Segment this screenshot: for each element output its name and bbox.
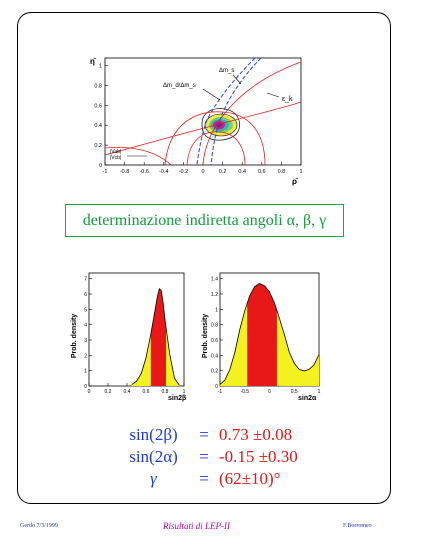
y-tick-label: 2 [84,353,87,359]
x-tick-label: 0 [201,169,204,175]
x-tick-label: -0.4 [159,169,168,175]
x-tick-label: 0 [88,389,91,395]
ckm-plot: -1 -0.8 -0.6 -0.4 -0.2 0 0.2 0.4 0.6 0.8 1 0 0.2 0.4 0… [90,57,303,186]
y-tick-label: 3 [84,338,87,344]
x-tick-label: 0.2 [105,389,112,395]
banner-text: determinazione indiretta angoli α, β, γ [82,211,327,229]
x-tick-label: 0.4 [238,169,246,175]
y-tick-label: 0 [215,384,218,390]
epsk-curve-upper [202,61,302,166]
y-tick-label: 1.2 [211,292,218,298]
y-tick-label: 4 [84,323,87,329]
y-tick-label: 7 [84,277,87,283]
hist-sin2beta: 0 0.2 0.4 0.6 0.8 1 0 1 2 3 4 5 6 7 Prob. density sin… [71,272,187,402]
x-tick-label: -1 [218,389,223,395]
label-vcb: |Vcb| [110,155,121,161]
x-tick-label: -0.2 [179,169,188,175]
x-tick-label: -0.5 [240,389,249,395]
y-tick-label: 0.8 [94,83,102,89]
banner: determinazione indiretta angoli α, β, γ [65,204,344,237]
hist-right-core [247,283,277,386]
y-tick-label: 1 [84,369,87,375]
vub-inner-circle [186,131,246,166]
y-tick-label: 1 [99,63,102,69]
x-tick-label: 0.8 [162,389,169,395]
hist-right-ylabel: Prob. density [202,314,209,358]
hist-left-ylabel: Prob. density [71,314,78,358]
x-tick-label: 0.6 [143,389,150,395]
x-tick-label: -0.6 [139,169,148,175]
hist-sin2alpha: -1 -0.5 0 0.5 1 0 0.2 0.4 0.6 0.8 1 1.2 1.4 Prob. de… [202,272,321,402]
y-tick-label: 0.6 [94,103,102,109]
arrow-dmd-dms [202,88,221,101]
result-value: 0.73 ±0.08 [219,425,293,444]
dmd-curve [104,146,172,166]
result-row: sin(2α) = -0.15 ±0.30 [118,446,298,468]
hist-left-curve [131,287,180,386]
x-tick-label: -1 [103,169,108,175]
y-tick-label: 0.2 [94,143,102,149]
y-tick-label: 0.4 [94,123,102,129]
dms-curve [210,57,262,166]
result-value: -0.15 ±0.30 [219,447,298,466]
label-dmd-dms: Δm_d/Δm_s [163,83,196,89]
arrow-dms [232,74,242,85]
footer-date: Gerdo 7/3/1999 [20,523,58,529]
x-tick-label: 1 [183,389,186,395]
x-tick-label: 1 [299,169,302,175]
y-axis-label: η̄ [90,57,97,66]
hist-right-xlabel: sin2α [298,395,317,402]
x-tick-label: 0 [268,389,271,395]
result-label: γ [150,469,157,488]
x-tick-label: 0.6 [258,169,266,175]
result-row: γ = (62±10)° [118,468,298,490]
result-equals: = [199,425,209,444]
result-row: sin(2β) = 0.73 ±0.08 [118,424,298,446]
epsk-curve-lower [104,101,302,156]
dmd-dms-curve [196,57,256,166]
y-tick-label: 5 [84,307,87,313]
hist-left-xlabel: sin2β [168,395,187,402]
x-tick-label: 0.2 [219,169,227,175]
x-tick-label: 1 [318,389,321,395]
y-tick-label: 6 [84,292,87,298]
label-epsk: ε_k [282,96,293,103]
y-tick-label: 0.4 [211,353,218,359]
y-tick-label: 1.4 [211,277,218,283]
x-tick-label: 0.4 [124,389,131,395]
footer-author: F.Borromeo [343,523,372,529]
label-dms: Δm_s [219,68,234,74]
hist-right-curve [219,283,320,385]
y-tick-label: 1 [215,307,218,313]
x-axis-label: ρ̄ [292,177,299,186]
result-label: sin(2β) [129,425,178,444]
y-tick-label: 0.2 [211,369,218,375]
y-tick-label: 0 [99,163,102,169]
results-block: sin(2β) = 0.73 ±0.08 sin(2α) = -0.15 ±0.… [118,424,298,490]
x-tick-label: 0.5 [291,389,298,395]
y-tick-label: 0.8 [211,323,218,329]
y-tick-label: 0 [84,384,87,390]
x-tick-label: 0.8 [278,169,286,175]
contour-outer [201,108,240,141]
footer-title: Risultati di LEP-II [163,521,230,531]
y-tick-label: 0.6 [211,338,218,344]
result-label: sin(2α) [129,447,178,466]
slide-frame [17,12,391,504]
x-tick-label: -0.8 [120,169,129,175]
arrow-epsk [266,92,280,98]
result-equals: = [199,447,209,466]
hist-left-core [150,288,166,386]
result-value: (62±10)° [219,469,281,488]
result-equals: = [199,469,209,488]
label-vub: |Vub| [110,149,121,155]
